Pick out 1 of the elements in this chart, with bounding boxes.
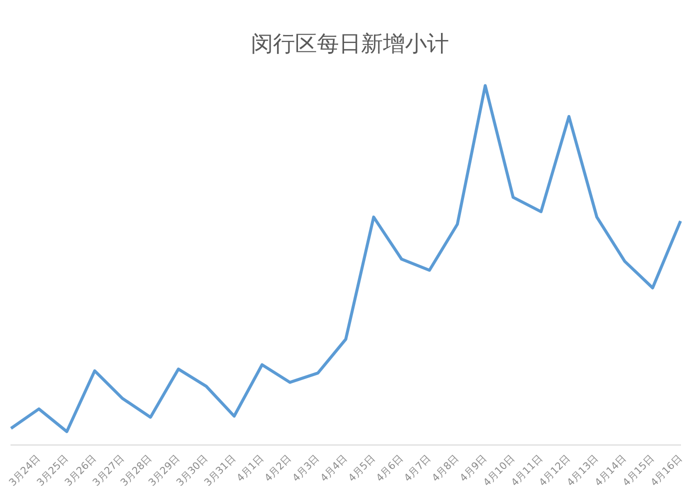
chart-title: 闵行区每日新增小计 [251, 32, 449, 57]
